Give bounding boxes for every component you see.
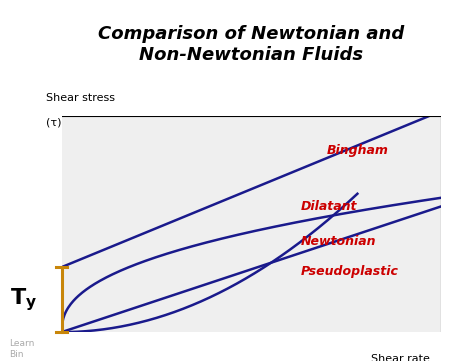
Text: Newtonian: Newtonian bbox=[301, 235, 376, 248]
Text: $\mathbf{T_y}$: $\mathbf{T_y}$ bbox=[10, 286, 37, 313]
Text: (τ): (τ) bbox=[46, 118, 62, 128]
Text: Bingham: Bingham bbox=[327, 144, 389, 157]
Text: Learn
Bin: Learn Bin bbox=[9, 339, 35, 359]
Text: Dilatant: Dilatant bbox=[301, 200, 357, 213]
Text: Comparison of Newtonian and
Non-Newtonian Fluids: Comparison of Newtonian and Non-Newtonia… bbox=[98, 25, 404, 64]
Text: Shear rate: Shear rate bbox=[371, 354, 429, 361]
Text: Shear stress: Shear stress bbox=[46, 92, 116, 103]
Text: Pseudoplastic: Pseudoplastic bbox=[301, 265, 398, 278]
